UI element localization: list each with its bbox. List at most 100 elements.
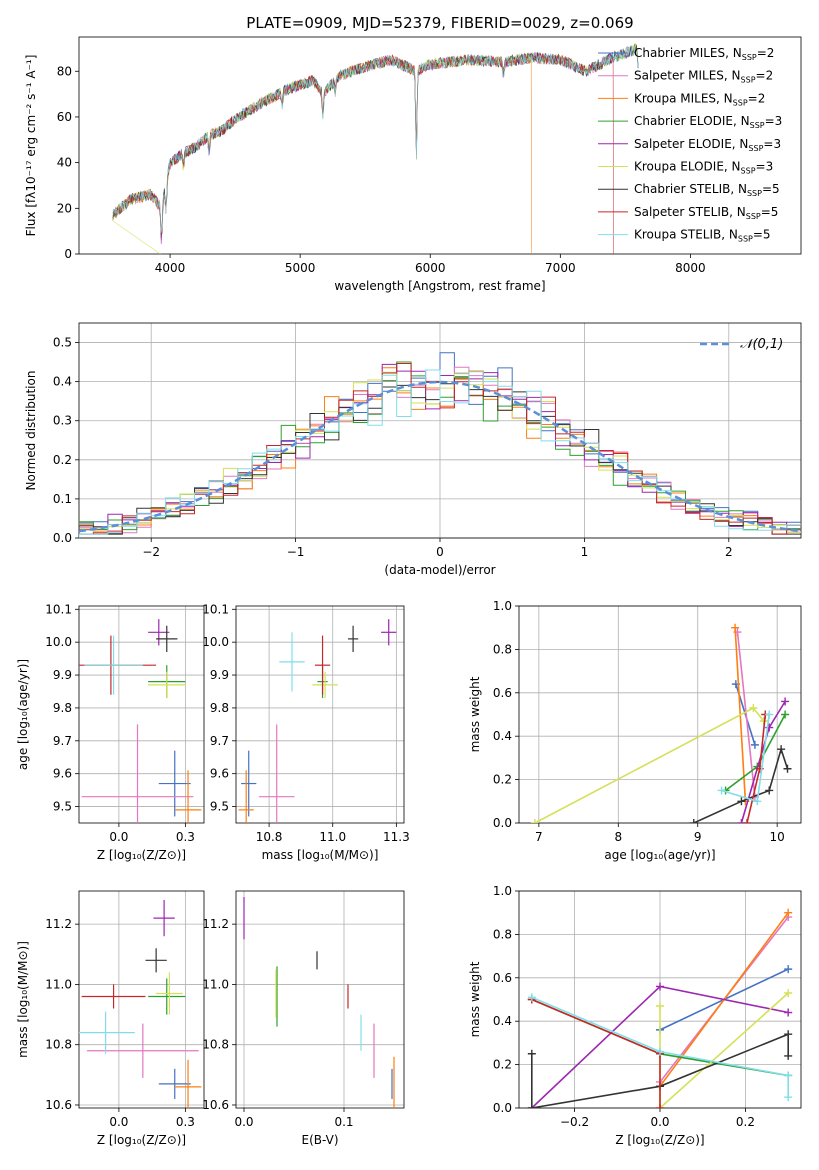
x-axis-label: age [log₁₀(age/yr)] (604, 848, 715, 862)
weight-point (656, 1002, 664, 1011)
y-tick-label: 0.4 (493, 1014, 512, 1028)
weight-point (784, 1093, 793, 1102)
legend-entry: 𝒩(0,1) (740, 337, 783, 352)
x-tick-label: 0.0 (234, 1115, 253, 1129)
x-tick-label: 0.1 (334, 1115, 353, 1129)
y-tick-label: 9.7 (53, 734, 72, 748)
axes-frame (518, 605, 802, 824)
axes-frame (78, 36, 802, 255)
y-tick-label: 10.0 (45, 635, 72, 649)
y-tick-label: 9.9 (210, 668, 229, 682)
axes-frame (235, 890, 405, 1109)
x-axis-label: wavelength [Angstrom, rest frame] (334, 279, 545, 293)
weight-point (749, 703, 758, 712)
panel-residuals: −2 −1 0 1 2 0.0 0.1 0.2 0.3 0.4 0.5 (data-model)/er… (24, 322, 802, 577)
y-tick-label: 9.5 (53, 800, 72, 814)
weight-point (777, 745, 786, 754)
axes-frame (78, 605, 205, 824)
y-tick-label: 0.6 (493, 686, 512, 700)
x-tick-label: −1 (287, 545, 305, 559)
weight-point (784, 1030, 793, 1039)
weight-point (656, 982, 664, 991)
y-tick-label: 10.1 (202, 602, 229, 616)
x-tick-label: 1 (581, 545, 589, 559)
x-tick-label: 10.8 (256, 830, 283, 844)
x-tick-label: 2 (725, 545, 733, 559)
weight-point (656, 1047, 664, 1056)
x-tick-label: 0.2 (736, 1115, 755, 1129)
plot-area (112, 43, 639, 254)
y-tick-label: 9.8 (210, 701, 229, 715)
y-tick-label: 40 (57, 156, 72, 170)
y-tick-label: 0.8 (493, 642, 512, 656)
weight-point (765, 723, 774, 732)
y-tick-label: 9.6 (53, 767, 72, 781)
weight-point (742, 819, 751, 823)
x-axis-label: (data-model)/error (384, 563, 495, 577)
x-tick-label: 5000 (285, 261, 316, 275)
legend-entry: Chabrier MILES, NSSP=2 (634, 46, 774, 62)
y-axis-label: mass weight (468, 961, 482, 1037)
y-tick-label: 10.8 (202, 1038, 229, 1052)
spectrum-line (112, 43, 639, 240)
plot-area (79, 619, 202, 823)
weight-point (737, 797, 746, 806)
panel-spectrum: 4000 5000 6000 7000 8000 0 20 40 60 80 wavelength … (24, 36, 802, 293)
y-tick-label: 0.0 (53, 531, 72, 545)
plot-area (79, 352, 801, 538)
axes-frame (235, 605, 405, 824)
weight-line (531, 996, 789, 1098)
x-tick-label: 7000 (545, 261, 576, 275)
y-tick-label: 11.0 (45, 977, 72, 991)
y-tick-label: 20 (57, 201, 72, 215)
plot-area (238, 619, 397, 823)
y-tick-label: 10.8 (45, 1038, 72, 1052)
x-tick-label: 0.0 (650, 1115, 669, 1129)
x-tick-label: 11.0 (319, 830, 346, 844)
plot-area (243, 897, 395, 1108)
weight-point (784, 988, 793, 997)
x-tick-label: 11.3 (383, 830, 410, 844)
weight-point (750, 740, 759, 749)
x-axis-label: mass [log₁₀(M/M⊙)] (262, 848, 379, 862)
y-tick-label: 9.6 (210, 767, 229, 781)
spectrum-line (112, 52, 532, 254)
figure-title: PLATE=0909, MJD=52379, FIBERID=0029, z=0… (246, 14, 633, 32)
y-axis-label: mass weight (468, 676, 482, 752)
y-tick-label: 10.6 (202, 1098, 229, 1112)
weight-line (531, 998, 661, 1108)
y-tick-label: 80 (57, 64, 72, 78)
x-tick-label: 10 (770, 830, 785, 844)
y-tick-label: 9.7 (210, 734, 229, 748)
y-tick-label: 0.0 (493, 816, 512, 830)
weight-line (534, 706, 765, 823)
y-tick-label: 1.0 (493, 599, 512, 613)
plot-area (79, 900, 202, 1108)
x-axis-label: Z [log₁₀(Z/Z⊙)] (615, 1133, 704, 1147)
x-tick-label: 6000 (415, 261, 446, 275)
x-tick-label: −2 (142, 545, 160, 559)
weight-point (717, 786, 726, 795)
y-tick-label: 11.2 (45, 917, 72, 931)
weight-point (781, 697, 790, 706)
weight-point (784, 1008, 793, 1017)
y-axis-label: mass [log₁₀(M/M⊙)] (16, 941, 30, 1058)
y-axis-label: age [log₁₀(age/yr)] (16, 659, 30, 770)
y-tick-label: 0.4 (493, 729, 512, 743)
weight-point (783, 764, 792, 773)
weight-point (784, 1071, 793, 1080)
x-axis-label: Z [log₁₀(Z/Z⊙)] (97, 1133, 186, 1147)
legend-entry: Salpeter MILES, NSSP=2 (634, 69, 773, 85)
y-axis-label: Normed distribution (24, 371, 38, 491)
weight-line (736, 631, 756, 798)
weight-line (725, 714, 786, 792)
plot-area (530, 623, 792, 823)
y-tick-label: 9.5 (210, 800, 229, 814)
x-tick-label: 0 (436, 545, 444, 559)
y-tick-label: 0.6 (493, 971, 512, 985)
legend-entry: Kroupa STELIB, NSSP=5 (634, 228, 771, 244)
weight-point (527, 1049, 536, 1058)
x-tick-label: 0.0 (109, 830, 128, 844)
legend-entry: Chabrier STELIB, NSSP=5 (634, 182, 780, 198)
